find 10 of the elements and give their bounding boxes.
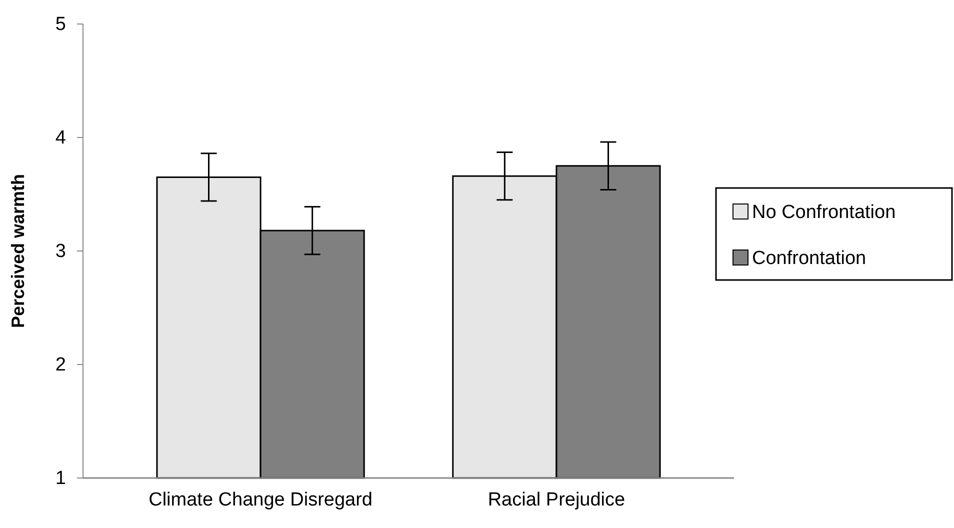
y-axis-title: Perceived warmth	[8, 174, 28, 328]
x-tick-label: Climate Change Disregard	[148, 490, 372, 511]
y-tick-label: 5	[55, 14, 66, 36]
legend-label: Confrontation	[752, 248, 866, 269]
y-tick-label: 1	[55, 468, 66, 490]
y-tick-label: 2	[55, 354, 66, 376]
y-tick-label: 3	[55, 241, 66, 262]
legend-label: No Confrontation	[752, 202, 896, 223]
x-tick-label: Racial Prejudice	[488, 490, 626, 511]
y-tick-label: 4	[55, 128, 66, 149]
